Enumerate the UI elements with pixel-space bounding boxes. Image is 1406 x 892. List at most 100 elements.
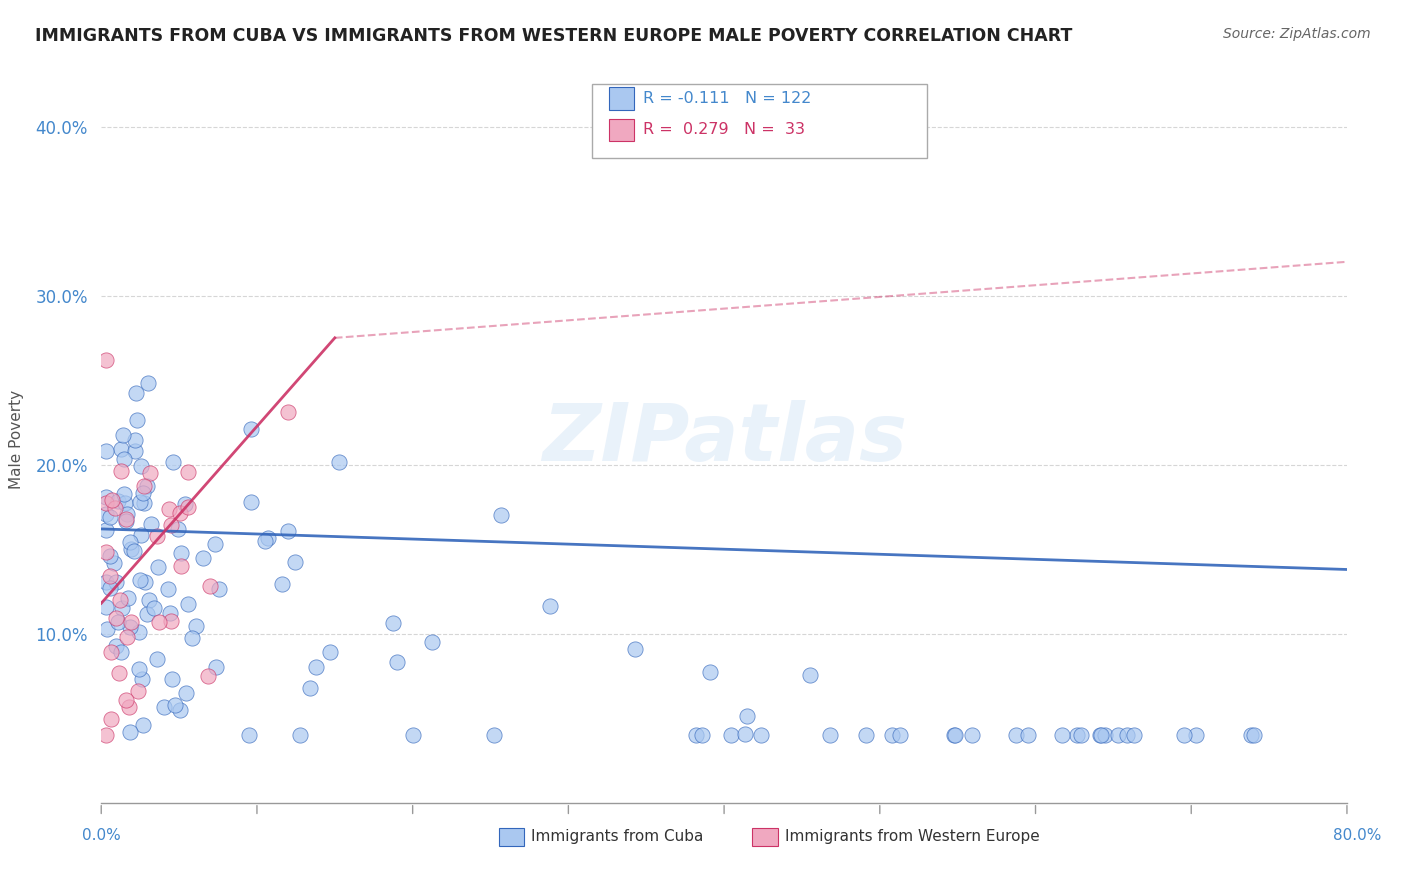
Point bbox=[699, 665, 721, 679]
Point bbox=[271, 577, 294, 591]
Point bbox=[105, 575, 128, 590]
Point bbox=[107, 615, 129, 629]
Point bbox=[127, 684, 149, 698]
Point bbox=[538, 599, 561, 613]
Point bbox=[110, 645, 132, 659]
Point bbox=[111, 601, 134, 615]
Point bbox=[174, 498, 197, 512]
Point bbox=[156, 582, 179, 596]
Point bbox=[128, 662, 150, 676]
Point bbox=[94, 352, 117, 367]
Point bbox=[117, 507, 139, 521]
Text: R = -0.111   N = 122: R = -0.111 N = 122 bbox=[643, 91, 811, 105]
Point bbox=[284, 555, 307, 569]
Point bbox=[177, 500, 200, 514]
Point bbox=[1017, 728, 1039, 742]
Point bbox=[100, 645, 122, 659]
Point bbox=[101, 492, 124, 507]
Point bbox=[204, 537, 226, 551]
Point bbox=[96, 490, 118, 504]
Text: 0.0%: 0.0% bbox=[82, 829, 121, 843]
Point bbox=[114, 495, 136, 509]
Point bbox=[128, 573, 150, 587]
Point bbox=[98, 549, 121, 563]
Point bbox=[624, 641, 647, 656]
Y-axis label: Male Poverty: Male Poverty bbox=[10, 390, 24, 489]
Point bbox=[1107, 728, 1129, 742]
Point bbox=[129, 458, 152, 473]
Point bbox=[114, 514, 136, 528]
Point bbox=[115, 631, 138, 645]
Point bbox=[174, 685, 197, 699]
Point bbox=[112, 452, 135, 467]
Point bbox=[94, 444, 117, 458]
Point bbox=[1094, 728, 1116, 742]
Point bbox=[197, 668, 219, 682]
Point bbox=[720, 728, 742, 742]
Point bbox=[160, 673, 183, 687]
Point bbox=[1090, 728, 1112, 742]
Point bbox=[118, 724, 141, 739]
Point bbox=[176, 597, 198, 611]
Point bbox=[169, 703, 191, 717]
Point bbox=[685, 728, 707, 742]
Point bbox=[1243, 728, 1265, 742]
Point bbox=[1066, 728, 1088, 742]
Point bbox=[238, 728, 260, 742]
Point bbox=[734, 726, 756, 740]
Point bbox=[105, 610, 128, 624]
Point bbox=[402, 728, 425, 742]
Point bbox=[110, 592, 132, 607]
Point bbox=[134, 496, 156, 510]
Point bbox=[1173, 728, 1195, 742]
Point bbox=[420, 635, 443, 649]
Point bbox=[118, 620, 141, 634]
Point bbox=[132, 718, 155, 732]
Point bbox=[277, 524, 299, 539]
Text: ZIPatlas: ZIPatlas bbox=[541, 401, 907, 478]
Point bbox=[162, 454, 184, 468]
Point bbox=[239, 422, 262, 436]
Point bbox=[1240, 728, 1263, 742]
Point bbox=[1123, 728, 1146, 742]
Text: 80.0%: 80.0% bbox=[1333, 829, 1381, 843]
Point bbox=[882, 728, 904, 742]
Point bbox=[107, 493, 129, 508]
Point bbox=[489, 508, 512, 522]
Point bbox=[484, 728, 506, 742]
Point bbox=[131, 486, 153, 500]
Point bbox=[170, 546, 193, 560]
Point bbox=[136, 376, 159, 391]
Point bbox=[328, 455, 350, 469]
Point bbox=[94, 728, 117, 742]
Point bbox=[120, 541, 142, 556]
Point bbox=[134, 575, 156, 590]
Point bbox=[160, 614, 183, 628]
Point bbox=[115, 693, 138, 707]
Text: Source: ZipAtlas.com: Source: ZipAtlas.com bbox=[1223, 27, 1371, 41]
Point bbox=[305, 660, 328, 674]
Point bbox=[124, 543, 146, 558]
Point bbox=[100, 582, 122, 596]
Point bbox=[143, 601, 166, 615]
Point bbox=[159, 606, 181, 620]
Point bbox=[132, 479, 155, 493]
Text: R =  0.279   N =  33: R = 0.279 N = 33 bbox=[643, 122, 804, 136]
Point bbox=[181, 631, 204, 645]
Point bbox=[737, 708, 759, 723]
Point bbox=[115, 512, 138, 526]
Point bbox=[104, 500, 127, 515]
Point bbox=[94, 575, 117, 590]
Point bbox=[943, 728, 966, 742]
Point bbox=[125, 386, 148, 401]
Point bbox=[110, 442, 132, 457]
Point bbox=[288, 728, 311, 742]
Point bbox=[94, 600, 117, 615]
Point bbox=[103, 556, 125, 570]
Text: IMMIGRANTS FROM CUBA VS IMMIGRANTS FROM WESTERN EUROPE MALE POVERTY CORRELATION : IMMIGRANTS FROM CUBA VS IMMIGRANTS FROM … bbox=[35, 27, 1073, 45]
Point bbox=[98, 510, 121, 524]
Point bbox=[136, 479, 159, 493]
Point bbox=[112, 487, 135, 501]
Point bbox=[1005, 728, 1028, 742]
Point bbox=[94, 545, 117, 559]
